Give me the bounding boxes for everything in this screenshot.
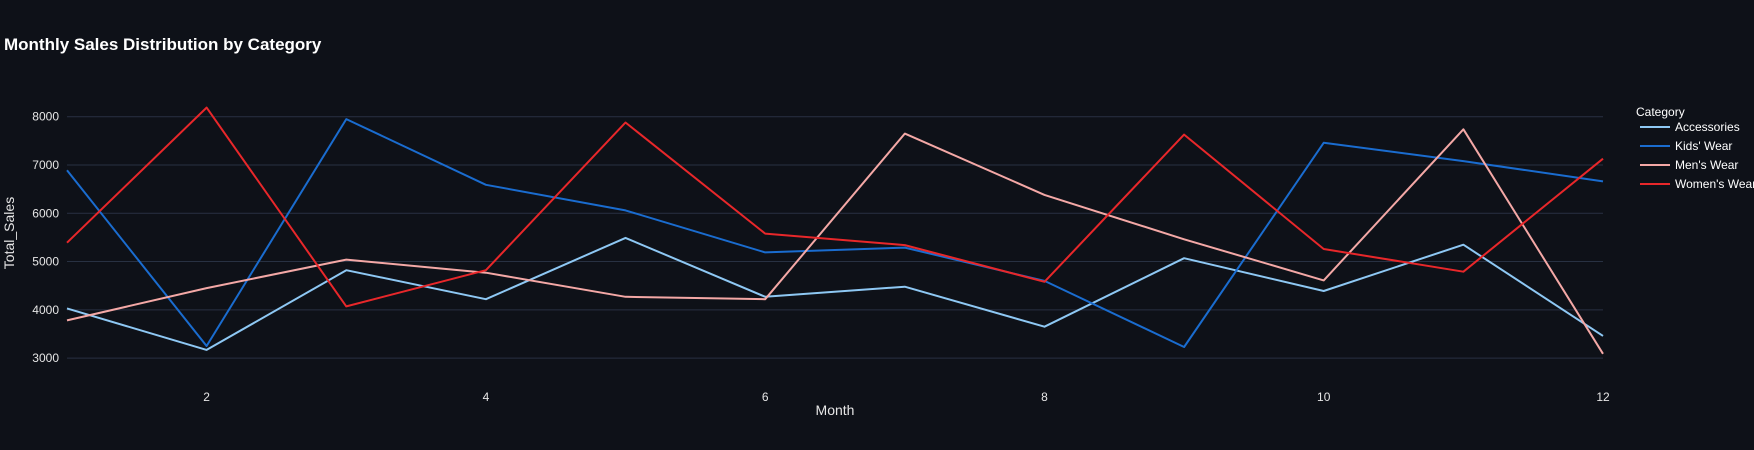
legend-label: Kids' Wear bbox=[1675, 139, 1732, 153]
legend-title: Category bbox=[1636, 105, 1685, 119]
series-line-women-s-wear bbox=[66, 106, 1604, 308]
series-lines bbox=[66, 106, 1604, 355]
legend-label: Women's Wear bbox=[1675, 177, 1754, 191]
y-tick-label: 4000 bbox=[32, 303, 59, 317]
x-tick-label: 12 bbox=[1596, 390, 1610, 404]
legend-item-men-s-wear[interactable]: Men's Wear bbox=[1640, 158, 1738, 172]
x-tick-label: 2 bbox=[203, 390, 210, 404]
y-tick-label: 5000 bbox=[32, 255, 59, 269]
y-tick-label: 3000 bbox=[32, 351, 59, 365]
x-axis-ticks: 2 4 6 8 10 12 bbox=[203, 390, 1610, 404]
legend-item-kids-wear[interactable]: Kids' Wear bbox=[1640, 139, 1732, 153]
gridlines bbox=[67, 116, 1603, 359]
x-tick-label: 10 bbox=[1317, 390, 1331, 404]
y-axis-title: Total_Sales bbox=[1, 197, 17, 269]
legend-item-accessories[interactable]: Accessories bbox=[1640, 120, 1740, 134]
y-axis-ticks: 3000 4000 5000 6000 7000 8000 bbox=[32, 110, 59, 365]
legend[interactable]: Category Accessories Kids' Wear Men's Wear… bbox=[1636, 105, 1754, 191]
y-tick-label: 7000 bbox=[32, 158, 59, 172]
legend-label: Accessories bbox=[1675, 120, 1740, 134]
x-tick-label: 4 bbox=[483, 390, 490, 404]
legend-item-women-s-wear[interactable]: Women's Wear bbox=[1640, 177, 1754, 191]
series-line-accessories bbox=[66, 236, 1604, 351]
x-tick-label: 8 bbox=[1041, 390, 1048, 404]
series-line-men-s-wear bbox=[66, 128, 1604, 355]
legend-label: Men's Wear bbox=[1675, 158, 1738, 172]
chart-title: Monthly Sales Distribution by Category bbox=[4, 35, 322, 54]
series-line-kids-wear bbox=[66, 118, 1604, 348]
x-tick-label: 6 bbox=[762, 390, 769, 404]
x-axis-title: Month bbox=[816, 402, 855, 418]
y-tick-label: 6000 bbox=[32, 206, 59, 220]
y-tick-label: 8000 bbox=[32, 110, 59, 124]
